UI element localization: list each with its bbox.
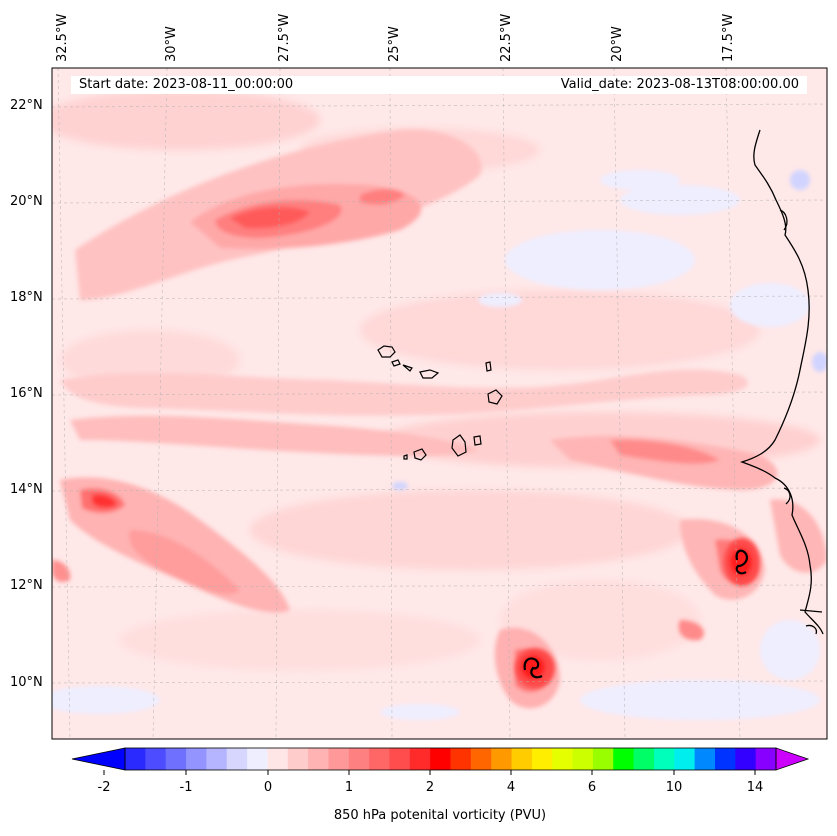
coastline: [739, 129, 824, 635]
colorbar-cell: [430, 748, 452, 770]
start-date-label: Start date: 2023-08-11_00:00:00: [79, 77, 294, 92]
colorbar-tick-label: -2: [97, 780, 111, 795]
colorbar-cell: [653, 748, 675, 770]
colorbar-cell: [572, 748, 594, 770]
lat-label-20n: 20°N: [10, 194, 43, 209]
colorbar-tick-label: -1: [179, 780, 193, 795]
plot-area: [52, 68, 827, 739]
lon-label-27-5w: 27.5°W: [277, 13, 292, 62]
lon-label-25w: 25°W: [387, 26, 402, 62]
colorbar-cell: [206, 748, 228, 770]
colorbar-tick-label: 14: [746, 780, 764, 795]
colorbar-cell: [592, 748, 614, 770]
colorbar-cell: [389, 748, 411, 770]
colorbar-cell: [491, 748, 513, 770]
colorbar-right-arrow: [775, 747, 810, 771]
valid-date-label: Valid_date: 2023-08-13T08:00:00.00: [560, 77, 799, 92]
colorbar-tick-label: 4: [506, 780, 516, 795]
lon-label-32-5w: 32.5°W: [55, 13, 70, 62]
lon-label-17-5w: 17.5°W: [721, 13, 736, 62]
colorbar-cell: [633, 748, 655, 770]
colorbar-cell: [409, 748, 431, 770]
colorbar-cell: [267, 748, 289, 770]
plot-frame: [51, 67, 828, 740]
cape-verde-islands: [377, 345, 503, 461]
colorbar-tick-label: 0: [263, 780, 273, 795]
pv-max-contours: [523, 549, 748, 679]
colorbar-cell: [369, 748, 391, 770]
colorbar-cell: [470, 748, 492, 770]
colorbar-tick-label: 10: [665, 780, 683, 795]
colorbar-cell: [511, 748, 533, 770]
colorbar-cell: [674, 748, 696, 770]
colorbar-cell: [450, 748, 472, 770]
colorbar-cell: [125, 748, 146, 770]
colorbar-frame: [124, 747, 777, 771]
pv-negative-areas: [52, 170, 827, 720]
colorbar: [71, 747, 810, 775]
colorbar-left-arrow: [71, 747, 126, 771]
colorbar-cell: [714, 748, 736, 770]
colorbar-cell: [247, 748, 268, 770]
colorbar-cell: [531, 748, 553, 770]
colorbar-cell: [755, 748, 777, 770]
lon-label-30w: 30°W: [164, 26, 179, 62]
colorbar-tick-label: 1: [344, 780, 354, 795]
colorbar-tick-label: 2: [425, 780, 435, 795]
colorbar-cell: [186, 748, 207, 770]
lat-label-18n: 18°N: [10, 290, 43, 305]
colorbar-cell: [348, 748, 370, 770]
info-box: Start date: 2023-08-11_00:00:00 Valid_da…: [71, 76, 807, 94]
colorbar-cell: [552, 748, 574, 770]
lat-label-22n: 22°N: [10, 98, 43, 113]
colorbar-tick-marks: [103, 770, 756, 775]
colorbar-cell: [328, 748, 350, 770]
colorbar-cell: [165, 748, 187, 770]
colorbar-cell: [145, 748, 167, 770]
lon-label-20w: 20°W: [610, 26, 625, 62]
colorbar-cell: [694, 748, 716, 770]
colorbar-cell: [287, 748, 309, 770]
lon-label-22-5w: 22.5°W: [499, 13, 514, 62]
colorbar-cell: [613, 748, 635, 770]
lat-label-16n: 16°N: [10, 386, 43, 401]
colorbar-cell: [735, 748, 757, 770]
colorbar-cell: [308, 748, 330, 770]
colorbar-label: 850 hPa potenital vorticity (PVU): [333, 808, 547, 823]
colorbar-cells: [125, 748, 777, 770]
lat-label-12n: 12°N: [10, 578, 43, 593]
colorbar-tick-label: 6: [587, 780, 597, 795]
map-graticule: [52, 68, 827, 739]
colorbar-cell: [226, 748, 248, 770]
pv-positive-bands: [52, 129, 827, 709]
lat-label-14n: 14°N: [10, 482, 43, 497]
lat-label-10n: 10°N: [10, 675, 43, 690]
